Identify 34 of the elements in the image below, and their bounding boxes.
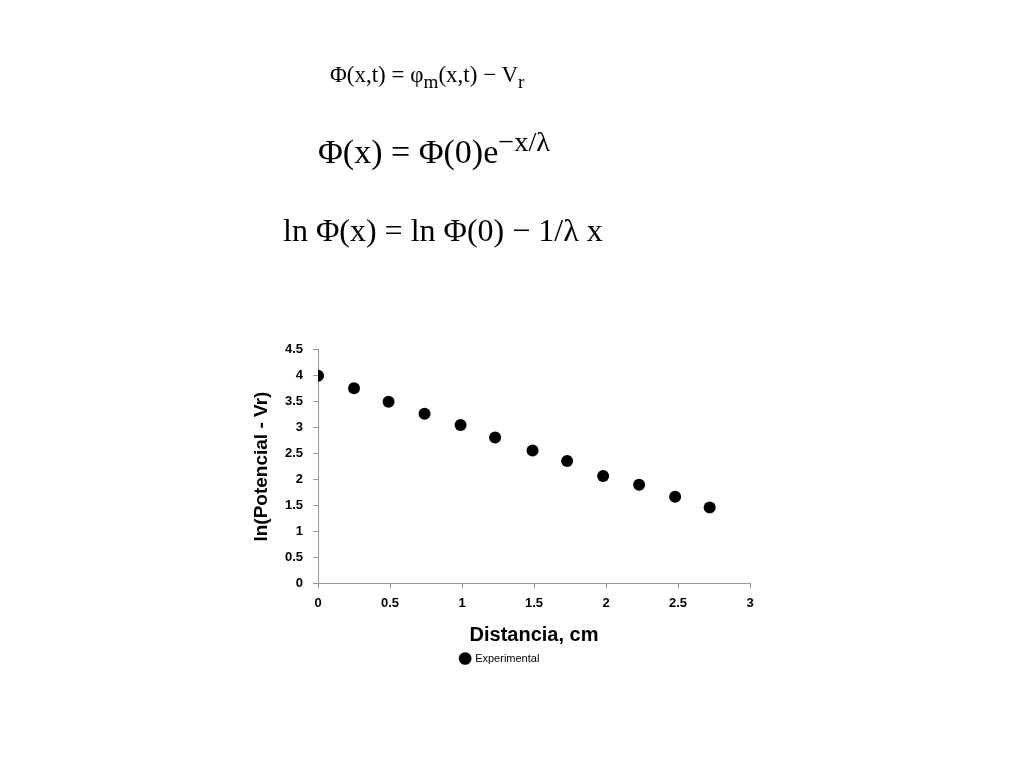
y-tick-label: 4.5 — [284, 341, 303, 357]
y-tick-label: 1 — [295, 523, 303, 539]
text: Φ(x) = Φ(0)e$^{−x/λ}$ — [318, 126, 551, 172]
y-tick-label: 2 — [295, 471, 303, 487]
text: ln Φ(x) = ln Φ(0) − 1/λ x — [283, 212, 603, 249]
y-tick-label: 4 — [295, 367, 304, 383]
y-tick-label: 3.5 — [284, 393, 303, 409]
point — [348, 382, 360, 395]
point — [418, 407, 431, 420]
y-tick-label: 0.5 — [284, 549, 303, 565]
point — [382, 395, 395, 408]
y-axis-title: ln(Potencial - Vr) — [249, 391, 271, 542]
y-tick-label: 1.5 — [284, 497, 303, 513]
x-tick-label: 1 — [458, 594, 466, 610]
point — [633, 478, 646, 491]
point — [597, 469, 610, 482]
point — [561, 454, 574, 467]
x-tick-label: 2 — [602, 594, 610, 610]
legend-label: Experimental — [475, 651, 540, 664]
x-tick-label: 1.5 — [524, 594, 544, 610]
y-tick-label: 0 — [295, 574, 303, 590]
x-axis-title: Distancia, cm — [469, 622, 599, 645]
point — [669, 490, 682, 503]
point — [526, 444, 539, 457]
x-tick-label: 3 — [746, 594, 754, 610]
y-tick-label: 2.5 — [284, 445, 303, 461]
point — [454, 419, 467, 432]
text: Φ(x,t) = φ$_{m}$(x,t) − V$_{r}$ — [330, 62, 525, 93]
y-tick-label: 3 — [295, 419, 303, 435]
x-tick-label: 0.5 — [380, 594, 400, 610]
x-tick-label: 0 — [314, 594, 322, 610]
point — [703, 501, 716, 514]
point — [489, 431, 502, 444]
x-tick-label: 2.5 — [668, 594, 688, 610]
